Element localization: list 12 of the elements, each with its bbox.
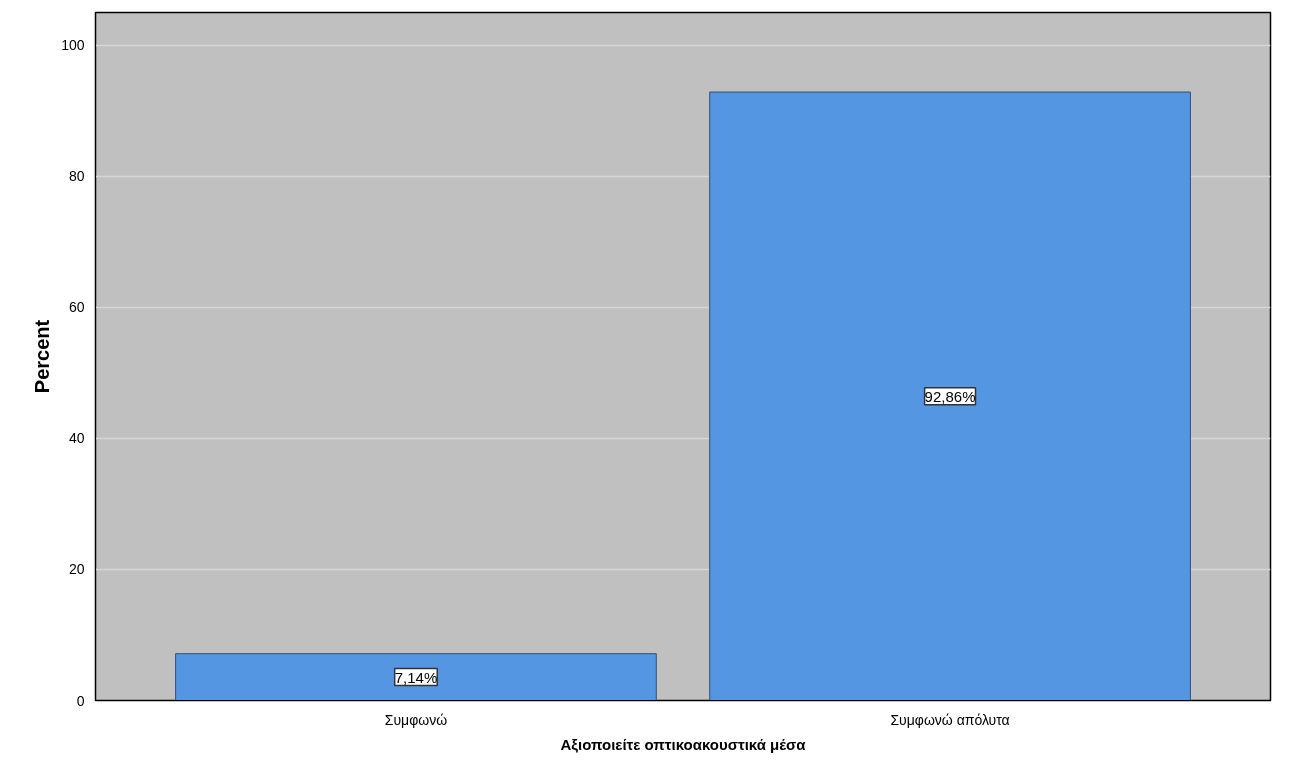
x-tick-label: Συμφωνώ (384, 711, 448, 728)
y-axis-title: Percent (31, 319, 54, 394)
x-tick-label: Συμφωνώ απόλυτα (890, 711, 1010, 728)
x-axis-title: Αξιοποιείτε οπτικοακουστικά μέσα (560, 735, 807, 753)
data-label: 92,86% (924, 387, 976, 405)
y-tick-label: 0 (76, 692, 85, 709)
y-tick-label: 80 (68, 168, 85, 185)
y-tick-label: 40 (68, 430, 85, 447)
y-tick-label: 60 (68, 299, 85, 316)
y-tick-label: 100 (61, 37, 85, 54)
data-label: 7,14% (394, 668, 438, 686)
y-tick-label: 20 (68, 561, 85, 578)
